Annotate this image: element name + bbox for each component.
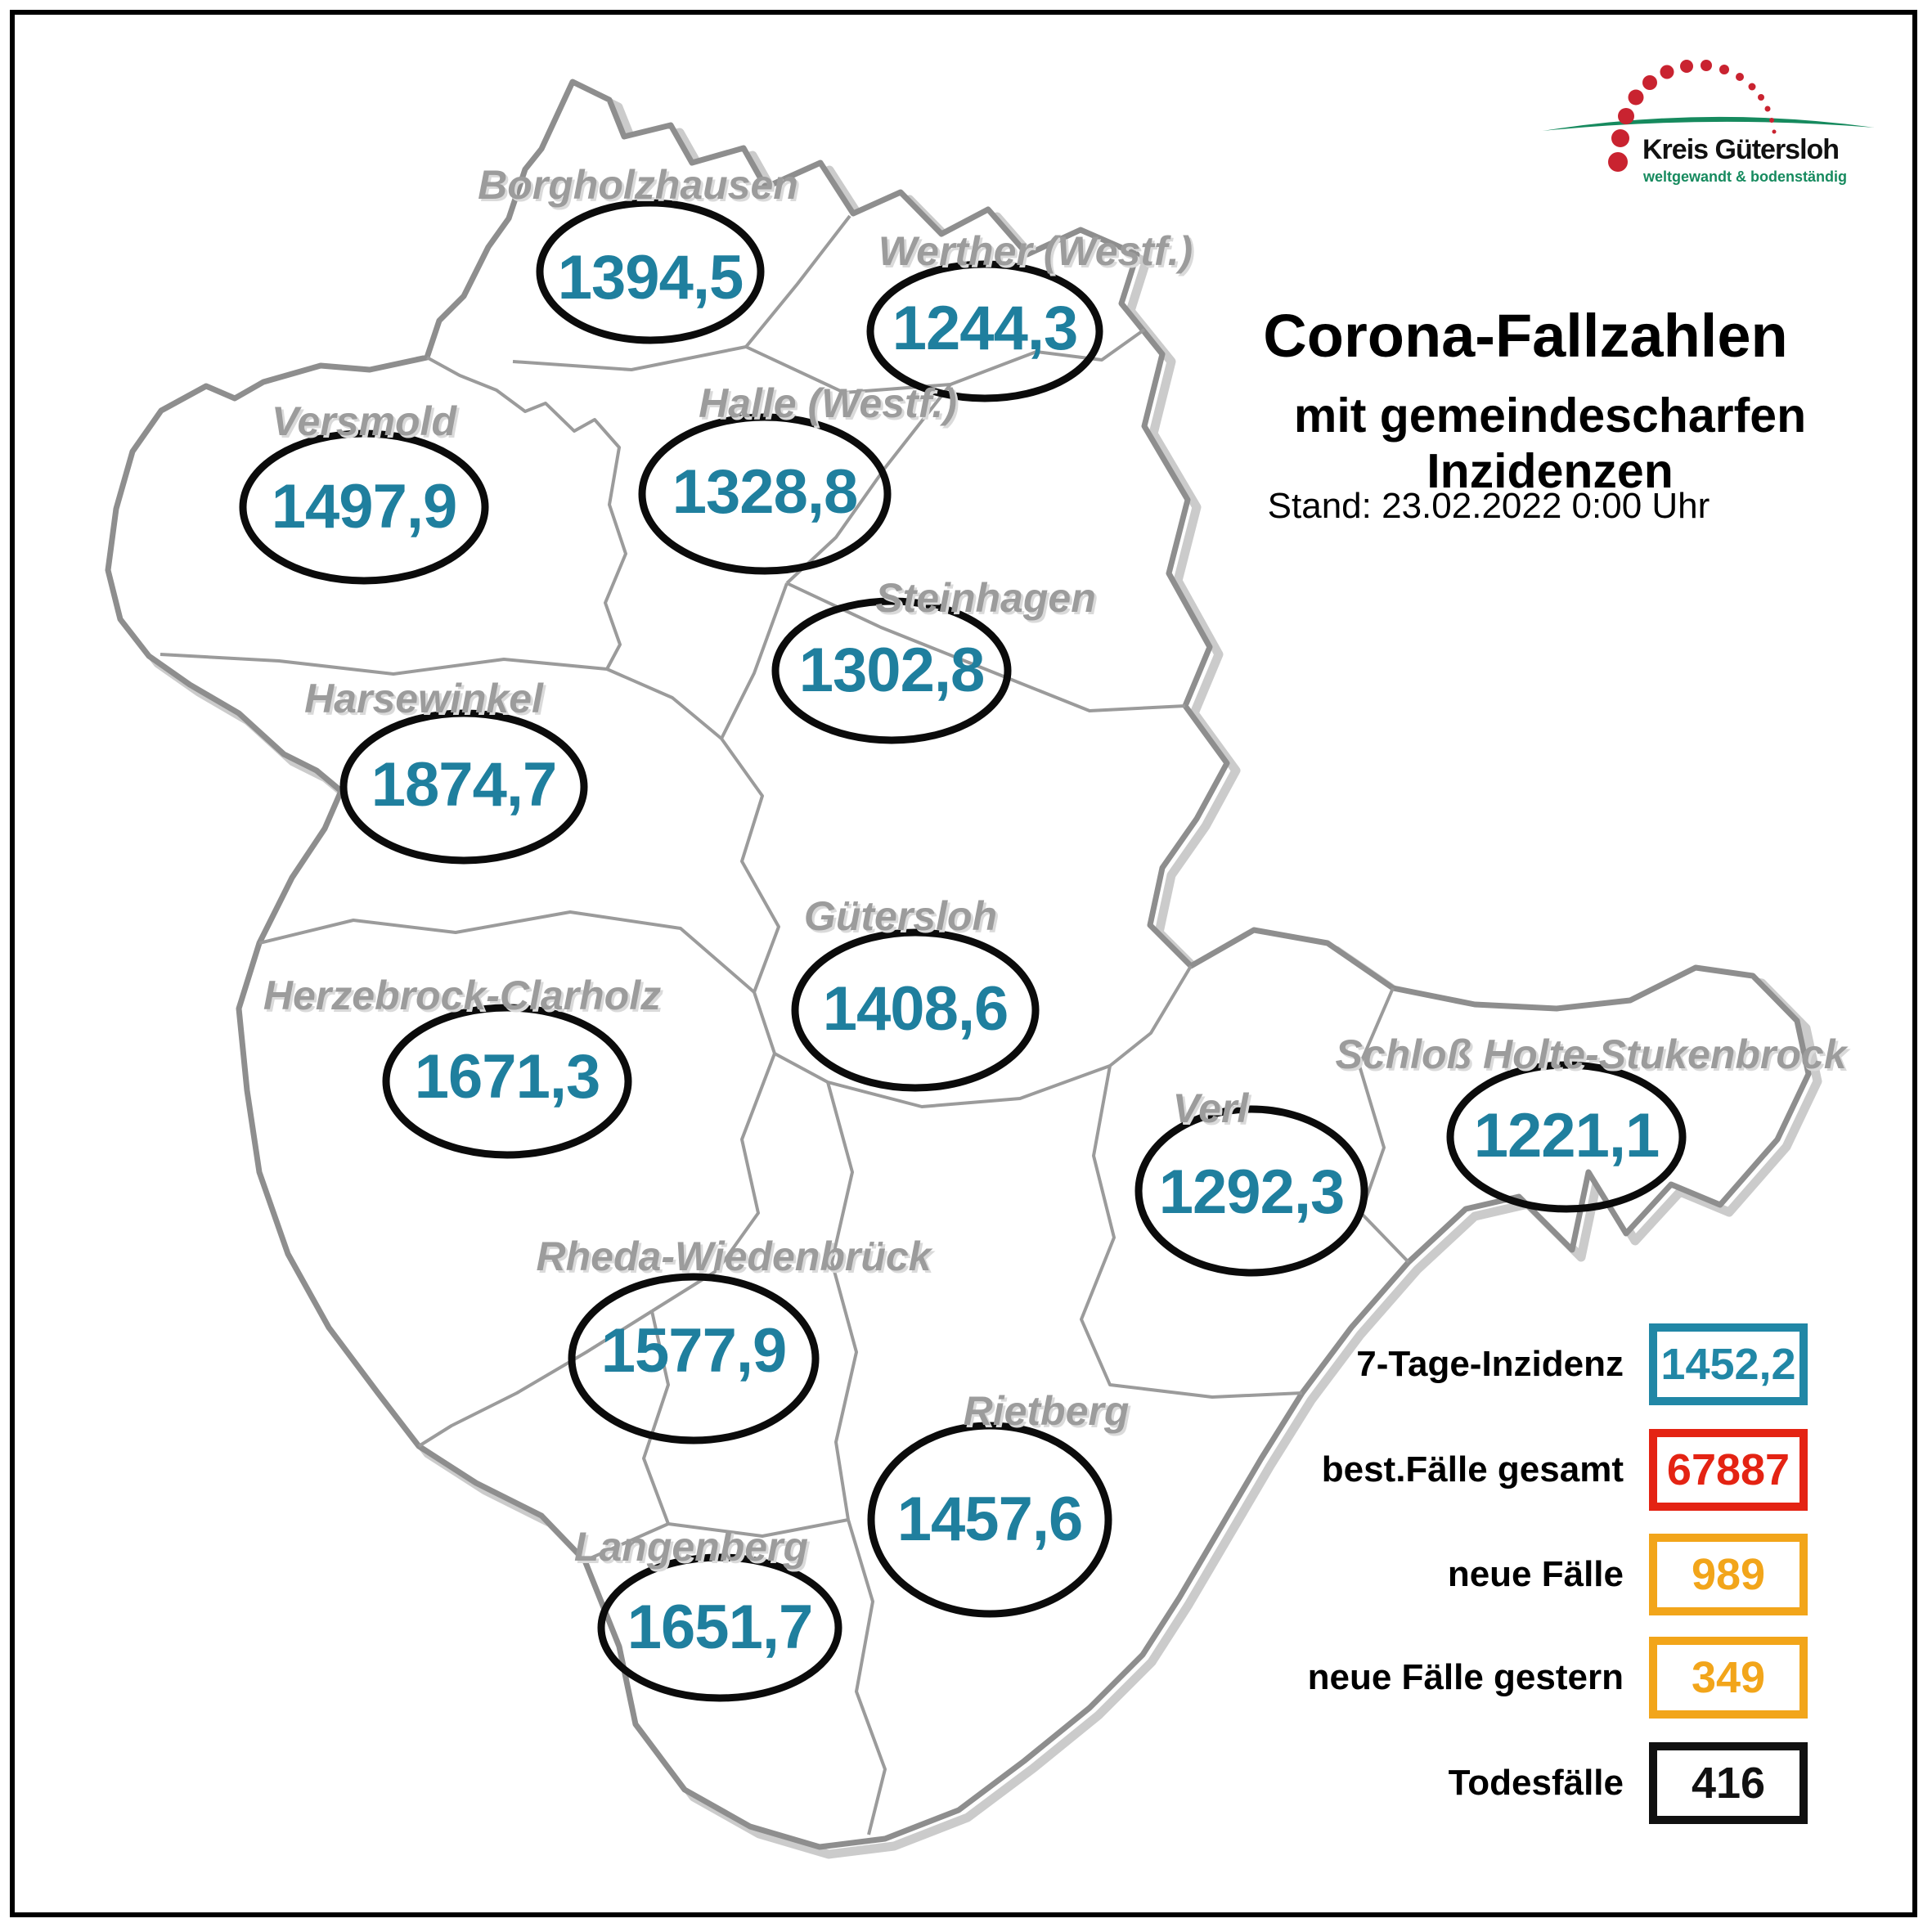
date-stamp: Stand: 23.02.2022 0:00 Uhr xyxy=(1267,486,1710,526)
municipality-halle: Halle (Westf.) Halle (Westf.) 1328,8 xyxy=(638,380,959,575)
legend-row-incidence: 7-Tage-Inzidenz 1452,2 xyxy=(0,1323,1932,1405)
incidence-value: 1394,5 xyxy=(558,243,743,312)
incidence-ellipse xyxy=(339,709,588,865)
municipality-label-shadow: Verl xyxy=(1175,1088,1252,1134)
municipality-rheda-wiedenbrueck: Rheda-Wiedenbrück Rheda-Wiedenbrück 1577… xyxy=(537,1233,936,1445)
legend-value: 67887 xyxy=(1666,1445,1790,1494)
incidence-value: 1244,3 xyxy=(892,294,1077,363)
municipality-label: Halle (Westf.) xyxy=(699,380,957,426)
municipality-label-shadow: Rietberg xyxy=(966,1391,1132,1436)
incidence-value: 1874,7 xyxy=(371,750,556,820)
municipality-verl: Verl Verl 1292,3 xyxy=(1134,1085,1368,1277)
incidence-ellipse xyxy=(536,199,765,344)
incidence-ellipse xyxy=(239,429,489,585)
municipality-label-shadow: Steinhagen xyxy=(878,577,1098,623)
municipality-label-shadow: Versmold xyxy=(274,401,460,447)
incidence-value: 1671,3 xyxy=(415,1042,600,1112)
legend-value-box: 1452,2 xyxy=(1649,1323,1808,1405)
incidence-value: 1221,1 xyxy=(1474,1101,1659,1170)
municipality-label: Rheda-Wiedenbrück xyxy=(537,1233,933,1279)
page-title: Corona-Fallzahlen xyxy=(1263,302,1788,370)
incidence-value: 1577,9 xyxy=(601,1316,786,1386)
municipality-label-shadow: Schloß Holte-Stukenbrock xyxy=(1337,1034,1850,1080)
kreis-guetersloh-logo: Kreis Gütersloh weltgewandt & bodenständ… xyxy=(1543,60,1875,185)
municipality-label: Borgholzhausen xyxy=(478,162,798,208)
legend-label: 7-Tage-Inzidenz xyxy=(1356,1344,1624,1384)
incidence-value: 1408,6 xyxy=(823,974,1008,1044)
incidence-value: 1651,7 xyxy=(627,1593,812,1662)
municipality-herzebrock-clarholz: Herzebrock-Clarholz Herzebrock-Clarholz … xyxy=(263,973,663,1159)
incidence-value: 1302,8 xyxy=(799,636,984,705)
legend-row-new-cases: neue Fälle 989 xyxy=(0,1534,1932,1615)
incidence-value: 1457,6 xyxy=(897,1485,1082,1554)
municipality-versmold: Versmold Versmold 1497,9 xyxy=(239,398,489,585)
legend-value: 1452,2 xyxy=(1660,1340,1796,1389)
municipality-guetersloh: Gütersloh Gütersloh 1408,6 xyxy=(791,893,1040,1092)
municipality-label-shadow: Werther (Westf.) xyxy=(881,231,1195,276)
municipality-langenberg: Langenberg Langenberg 1651,7 xyxy=(574,1524,842,1702)
municipality-borgholzhausen: Borgholzhausen Borgholzhausen 1394,5 xyxy=(478,162,801,344)
incidence-ellipse xyxy=(771,597,1012,744)
legend-label: neue Fälle gestern xyxy=(1307,1657,1624,1697)
municipality-label: Rietberg xyxy=(964,1388,1130,1434)
incidence-ellipse xyxy=(1134,1105,1368,1277)
municipality-werther: Werther (Westf.) Werther (Westf.) 1244,3 xyxy=(866,228,1195,402)
incidence-ellipse xyxy=(791,928,1040,1092)
incidence-ellipse xyxy=(1446,1061,1687,1213)
poster-border-frame xyxy=(10,10,1917,1917)
incidence-value: 1292,3 xyxy=(1159,1157,1344,1227)
logo-name: Kreis Gütersloh xyxy=(1642,134,1839,165)
legend-row-deaths: Todesfälle 416 xyxy=(0,1742,1932,1824)
municipal-borders xyxy=(160,214,1410,1835)
incidence-ellipse xyxy=(866,260,1103,402)
legend-value-box: 349 xyxy=(1649,1637,1808,1719)
legend-label: neue Fälle xyxy=(1447,1554,1624,1594)
municipality-label: Gütersloh xyxy=(804,893,997,939)
municipality-rietberg: Rietberg Rietberg 1457,6 xyxy=(867,1388,1132,1618)
incidence-ellipse xyxy=(638,413,892,575)
municipality-label: Langenberg xyxy=(574,1524,808,1570)
municipality-label: Schloß Holte-Stukenbrock xyxy=(1335,1031,1848,1077)
incidence-ellipse xyxy=(568,1273,820,1445)
legend-value-box: 989 xyxy=(1649,1534,1808,1615)
incidence-value: 1328,8 xyxy=(672,457,857,527)
municipality-label-shadow: Rheda-Wiedenbrück xyxy=(539,1236,936,1282)
incidence-value: 1497,9 xyxy=(272,472,456,541)
district-outline xyxy=(105,79,1812,1850)
municipality-label-shadow: Halle (Westf.) xyxy=(701,383,959,429)
legend-label: best.Fälle gesamt xyxy=(1321,1449,1624,1489)
logo-swoosh xyxy=(1543,116,1875,131)
municipality-label: Harsewinkel xyxy=(304,676,544,721)
municipality-label-shadow: Langenberg xyxy=(577,1526,811,1572)
municipality-label-shadow: Harsewinkel xyxy=(307,678,546,724)
municipality-schloss-holte-stukenbrock: Schloß Holte-Stukenbrock Schloß Holte-St… xyxy=(1335,1031,1851,1213)
municipality-label: Steinhagen xyxy=(875,575,1095,621)
incidence-ellipse xyxy=(867,1422,1112,1618)
legend-row-total-cases: best.Fälle gesamt 67887 xyxy=(0,1429,1932,1511)
logo-dot-arc xyxy=(1608,60,1777,172)
municipality-label-shadow: Gütersloh xyxy=(806,896,1000,941)
municipality-steinhagen: Steinhagen Steinhagen 1302,8 xyxy=(771,575,1099,744)
municipality-harsewinkel: Harsewinkel Harsewinkel 1874,7 xyxy=(304,676,588,865)
incidence-ellipse xyxy=(597,1553,842,1702)
legend-value-box: 67887 xyxy=(1649,1429,1808,1511)
incidence-ellipse xyxy=(382,1004,632,1159)
logo-tagline: weltgewandt & bodenständig xyxy=(1642,168,1847,185)
legend-value: 989 xyxy=(1691,1550,1766,1599)
municipality-label-shadow: Herzebrock-Clarholz xyxy=(266,975,663,1021)
legend-value-box: 416 xyxy=(1649,1742,1808,1824)
legend-value: 349 xyxy=(1691,1653,1766,1702)
municipality-label: Herzebrock-Clarholz xyxy=(263,973,661,1018)
municipality-label: Verl xyxy=(1173,1085,1250,1131)
legend-row-new-cases-yesterday: neue Fälle gestern 349 xyxy=(0,1637,1932,1719)
legend-value: 416 xyxy=(1691,1759,1766,1808)
municipality-label: Versmold xyxy=(272,398,457,444)
legend-label: Todesfälle xyxy=(1448,1763,1624,1803)
municipality-label-shadow: Borgholzhausen xyxy=(480,164,801,210)
page-subtitle: mit gemeindescharfen Inzidenzen xyxy=(1293,389,1807,498)
municipality-label: Werther (Westf.) xyxy=(878,228,1193,274)
